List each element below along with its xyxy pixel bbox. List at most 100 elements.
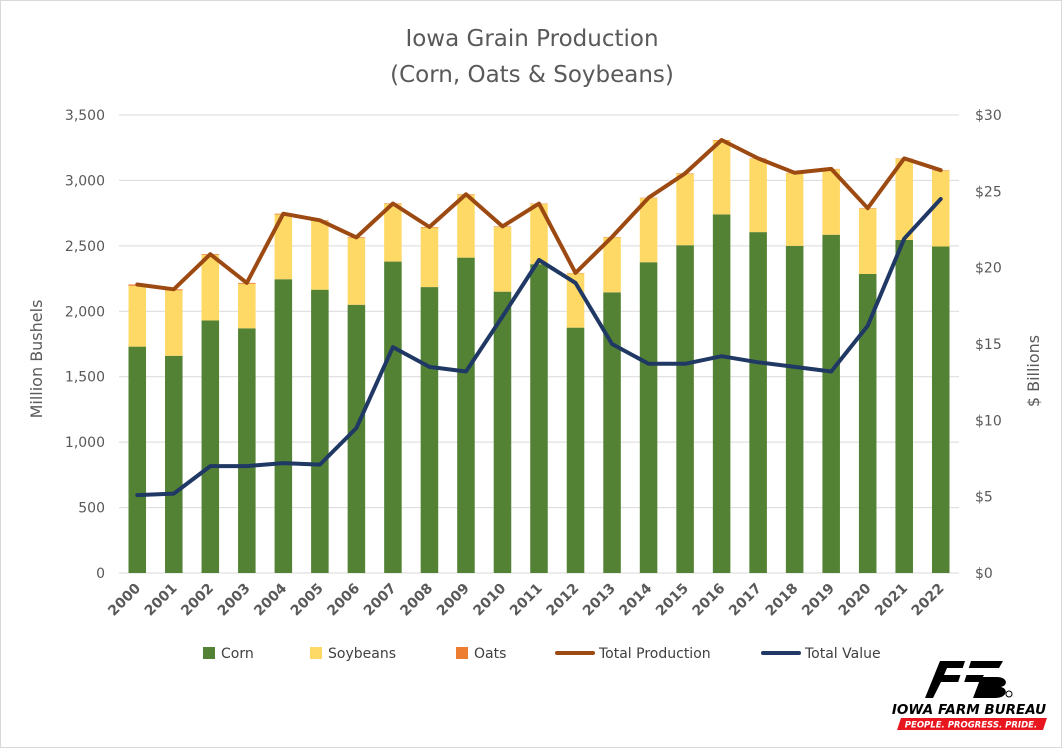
y2-tick-label: $15 [975, 337, 1002, 353]
logo-wordmark: IOWA FARM BUREAU [892, 702, 1046, 718]
bar-corn [457, 257, 475, 573]
line-total-value [135, 197, 943, 498]
x-tick-label: 2009 [434, 581, 473, 620]
x-tick-label: 2000 [105, 580, 144, 619]
bar-soybeans [493, 226, 512, 292]
bar-soybeans [858, 208, 877, 274]
bar-soybeans [712, 140, 731, 215]
legend-swatch-soybeans [310, 647, 322, 659]
bar-soybeans [639, 198, 658, 263]
bar-corn [785, 245, 804, 573]
x-tick-label: 2018 [763, 581, 802, 620]
y-tick-label: 0 [96, 566, 105, 582]
bar-corn [931, 246, 950, 574]
bar-soybeans [238, 283, 256, 329]
legend-label-total-value: Total Value [804, 646, 881, 662]
bar-corn [858, 273, 877, 573]
legend-swatch-oats [456, 647, 468, 659]
bar-corn [347, 304, 366, 573]
legend-label-oats: Oats [474, 646, 506, 662]
y-axis-title: Million Bushels [27, 300, 46, 419]
legend: Corn Soybeans Oats Total Production Total Va… [203, 646, 881, 662]
bar-corn [895, 239, 913, 573]
bar-corn [712, 214, 731, 574]
chart-title: Iowa Grain Production [405, 26, 658, 52]
x-tick-label: 2015 [653, 581, 692, 620]
y-tick-label: 2,500 [65, 239, 105, 255]
bar-corn [274, 279, 293, 573]
bar-corn [603, 292, 621, 573]
y2-tick-label: $0 [975, 566, 993, 582]
bar-corn [201, 320, 220, 573]
x-tick-label: 2004 [251, 580, 290, 619]
y-tick-label: 1,500 [65, 370, 105, 386]
bar-corn [128, 346, 147, 573]
fb-mark-icon [925, 661, 1013, 698]
legend-label-total-production: Total Production [598, 646, 711, 662]
bar-corn [530, 264, 548, 573]
iowa-farm-bureau-logo: IOWA FARM BUREAU PEOPLE. PROGRESS. PRIDE… [892, 661, 1047, 731]
x-tick-label: 2007 [361, 581, 400, 620]
legend-label-corn: Corn [221, 646, 254, 662]
bar-soybeans [384, 203, 402, 262]
bar-corn [566, 327, 585, 573]
y2-tick-label: $10 [975, 413, 1002, 429]
bar-soybeans [676, 173, 694, 246]
bar-corn [676, 245, 694, 573]
logo-band [897, 718, 1047, 730]
x-tick-label: 2001 [142, 581, 181, 620]
bar-soybeans [165, 290, 183, 356]
x-tick-label: 2017 [726, 581, 765, 620]
y2-tick-label: $30 [975, 108, 1002, 124]
line-total-production [135, 138, 943, 292]
bar-corn [420, 287, 439, 573]
y-tick-label: 2,000 [65, 304, 105, 320]
y2-axis-title: $ Billions [1024, 335, 1043, 407]
bar-soybeans [931, 170, 950, 247]
y-axis-right: $0 $5 $10 $15 $20 $25 $30 [975, 108, 1002, 582]
x-tick-label: 2002 [178, 581, 217, 620]
lines [135, 138, 943, 498]
x-tick-label: 2003 [215, 581, 254, 620]
bar-corn [493, 291, 512, 573]
bar-soybeans [274, 214, 293, 280]
x-tick-label: 2005 [288, 581, 327, 620]
bar-corn [749, 232, 767, 574]
y-tick-label: 1,000 [65, 435, 105, 451]
bar-soybeans [457, 194, 475, 258]
x-tick-label: 2008 [397, 581, 436, 620]
bars [128, 139, 950, 574]
x-tick-label: 2011 [507, 581, 546, 620]
x-tick-label: 2016 [690, 581, 729, 620]
x-tick-label: 2020 [836, 580, 875, 619]
logo-tagline: PEOPLE. PROGRESS. PRIDE. [905, 721, 1037, 731]
y-tick-label: 500 [78, 501, 105, 517]
bar-corn [384, 261, 402, 573]
y2-tick-label: $5 [975, 490, 993, 506]
bar-corn [639, 262, 658, 573]
y2-tick-label: $25 [975, 184, 1002, 200]
y-axis-left: 0 500 1,000 1,500 2,000 2,500 3,000 3,500 [65, 108, 105, 582]
bar-soybeans [603, 237, 621, 293]
x-tick-label: 2006 [324, 581, 363, 620]
bar-soybeans [530, 203, 548, 265]
x-tick-label: 2014 [617, 580, 656, 619]
bar-corn [238, 328, 256, 573]
x-tick-label: 2013 [580, 581, 619, 620]
x-tick-label: 2022 [909, 581, 948, 620]
x-tick-label: 2012 [543, 581, 582, 620]
y-tick-label: 3,000 [65, 173, 105, 189]
x-tick-label: 2010 [470, 580, 509, 619]
x-tick-label: 2019 [799, 581, 838, 620]
bar-soybeans [311, 220, 329, 290]
y2-tick-label: $20 [975, 261, 1002, 277]
bar-soybeans [201, 255, 220, 321]
bar-corn [165, 355, 183, 573]
legend-swatch-corn [203, 647, 215, 659]
bar-soybeans [822, 169, 840, 235]
y-tick-label: 3,500 [65, 108, 105, 124]
bar-soybeans [420, 227, 439, 288]
bar-soybeans [785, 173, 804, 246]
